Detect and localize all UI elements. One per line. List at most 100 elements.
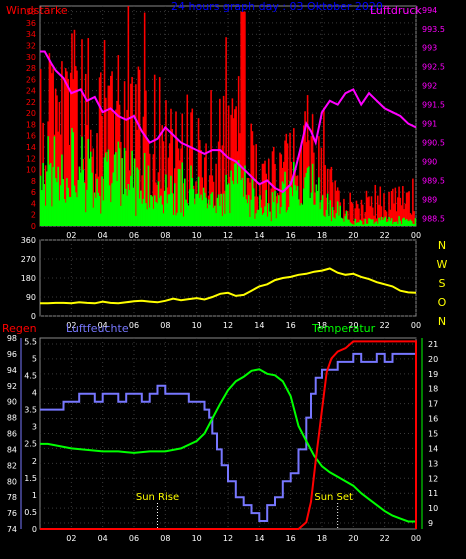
wind-bar xyxy=(410,221,413,226)
wind-bar xyxy=(112,172,115,226)
gust-bar xyxy=(353,221,355,226)
wind-bar xyxy=(255,213,257,226)
gust-bar xyxy=(130,83,132,226)
wind-bar xyxy=(194,204,196,226)
wind-bar xyxy=(407,220,409,226)
wind-bar xyxy=(59,185,62,226)
wind-bar xyxy=(201,200,204,226)
wind-bar xyxy=(192,189,195,226)
gust-bar xyxy=(61,61,63,227)
x-tick-label: 00 xyxy=(411,534,421,543)
pressure-tick-label: 988.5 xyxy=(422,214,445,223)
wind-bar xyxy=(315,184,318,226)
wind-bar xyxy=(277,195,280,226)
gust-bar xyxy=(313,152,315,226)
wind-bar xyxy=(323,215,325,226)
humidity-tick-label: 76 xyxy=(7,509,17,518)
gust-bar xyxy=(246,177,249,226)
x-tick-label: 12 xyxy=(223,321,233,330)
wind-bar xyxy=(111,183,113,226)
gust-bar xyxy=(413,211,415,226)
wind-direction-line xyxy=(40,267,417,305)
x-tick-label: 20 xyxy=(348,231,358,240)
wind-bar xyxy=(49,163,52,226)
wind-bar xyxy=(285,212,288,226)
wind-bar xyxy=(393,221,395,226)
wind-bar xyxy=(227,183,230,226)
wind-bar xyxy=(113,154,116,226)
wind-bar xyxy=(282,183,285,226)
gust-bar xyxy=(54,88,57,226)
wind-bar xyxy=(160,195,162,226)
wind-bar xyxy=(125,188,127,226)
wind-bar xyxy=(52,167,54,226)
gust-bar xyxy=(230,114,232,226)
wind-bar xyxy=(234,163,236,226)
wind-bar xyxy=(132,187,135,226)
pressure-tick-label: 994 xyxy=(422,6,437,15)
temperature-tick-label: 11 xyxy=(428,489,438,498)
wind-bar xyxy=(152,208,155,226)
wind-bar xyxy=(301,204,304,226)
wind-bar xyxy=(44,205,47,226)
rain-axis-label: Regen xyxy=(2,322,37,335)
wind-bar xyxy=(161,204,163,226)
wind-bar xyxy=(121,158,123,226)
wind-bar xyxy=(279,213,281,226)
gust-bar xyxy=(232,118,235,226)
wind-bar xyxy=(369,218,372,226)
x-tick-label: 06 xyxy=(129,231,139,240)
rain-tick-label: 2.5 xyxy=(24,440,37,449)
gust-bar xyxy=(112,113,115,226)
wind-bar xyxy=(343,221,345,226)
wind-bar xyxy=(330,221,333,226)
gust-bar xyxy=(244,11,246,227)
x-tick-label: 10 xyxy=(192,321,202,330)
wind-bar xyxy=(87,138,90,226)
gust-bar xyxy=(205,143,207,226)
gust-bar xyxy=(346,211,349,226)
wind-bar xyxy=(106,161,108,226)
gust-bar xyxy=(300,142,303,226)
gust-bar xyxy=(252,145,255,226)
gust-bar xyxy=(39,68,42,226)
wind-bar xyxy=(108,185,111,226)
wind-bar xyxy=(229,213,231,226)
gust-bar xyxy=(101,116,103,226)
wind-bar xyxy=(375,221,378,226)
wind-bar xyxy=(92,207,95,226)
wind-bar xyxy=(316,191,319,226)
wind-bar xyxy=(338,215,340,226)
wind-bar xyxy=(148,207,151,226)
gust-bar xyxy=(158,77,161,226)
x-tick-label: 08 xyxy=(160,534,170,543)
wind-bar xyxy=(47,136,49,226)
gust-bar xyxy=(376,195,379,226)
x-tick-label: 22 xyxy=(380,534,390,543)
wind-bar xyxy=(249,216,251,226)
wind-bar xyxy=(265,190,268,226)
wind-tick-label: 34 xyxy=(26,30,36,39)
x-tick-label: 10 xyxy=(192,231,202,240)
wind-bar xyxy=(348,219,350,226)
wind-bar xyxy=(68,196,71,226)
gust-bar xyxy=(242,11,245,227)
wind-tick-label: 8 xyxy=(31,177,36,186)
pressure-tick-label: 990 xyxy=(422,158,437,167)
wind-bar xyxy=(205,197,207,226)
wind-bar xyxy=(165,174,167,226)
wind-bar xyxy=(329,200,331,226)
wind-tick-label: 24 xyxy=(26,87,36,96)
wind-bar xyxy=(53,136,56,226)
gust-bar xyxy=(67,79,69,226)
gust-bar xyxy=(44,165,47,226)
wind-bar xyxy=(93,192,96,226)
x-tick-label: 14 xyxy=(254,534,264,543)
wind-bar xyxy=(403,217,405,226)
rain-tick-label: 3.5 xyxy=(24,406,37,415)
wind-bar xyxy=(83,183,86,226)
gust-bar xyxy=(143,12,146,227)
gust-bar xyxy=(299,153,301,226)
wind-bar xyxy=(63,199,66,226)
